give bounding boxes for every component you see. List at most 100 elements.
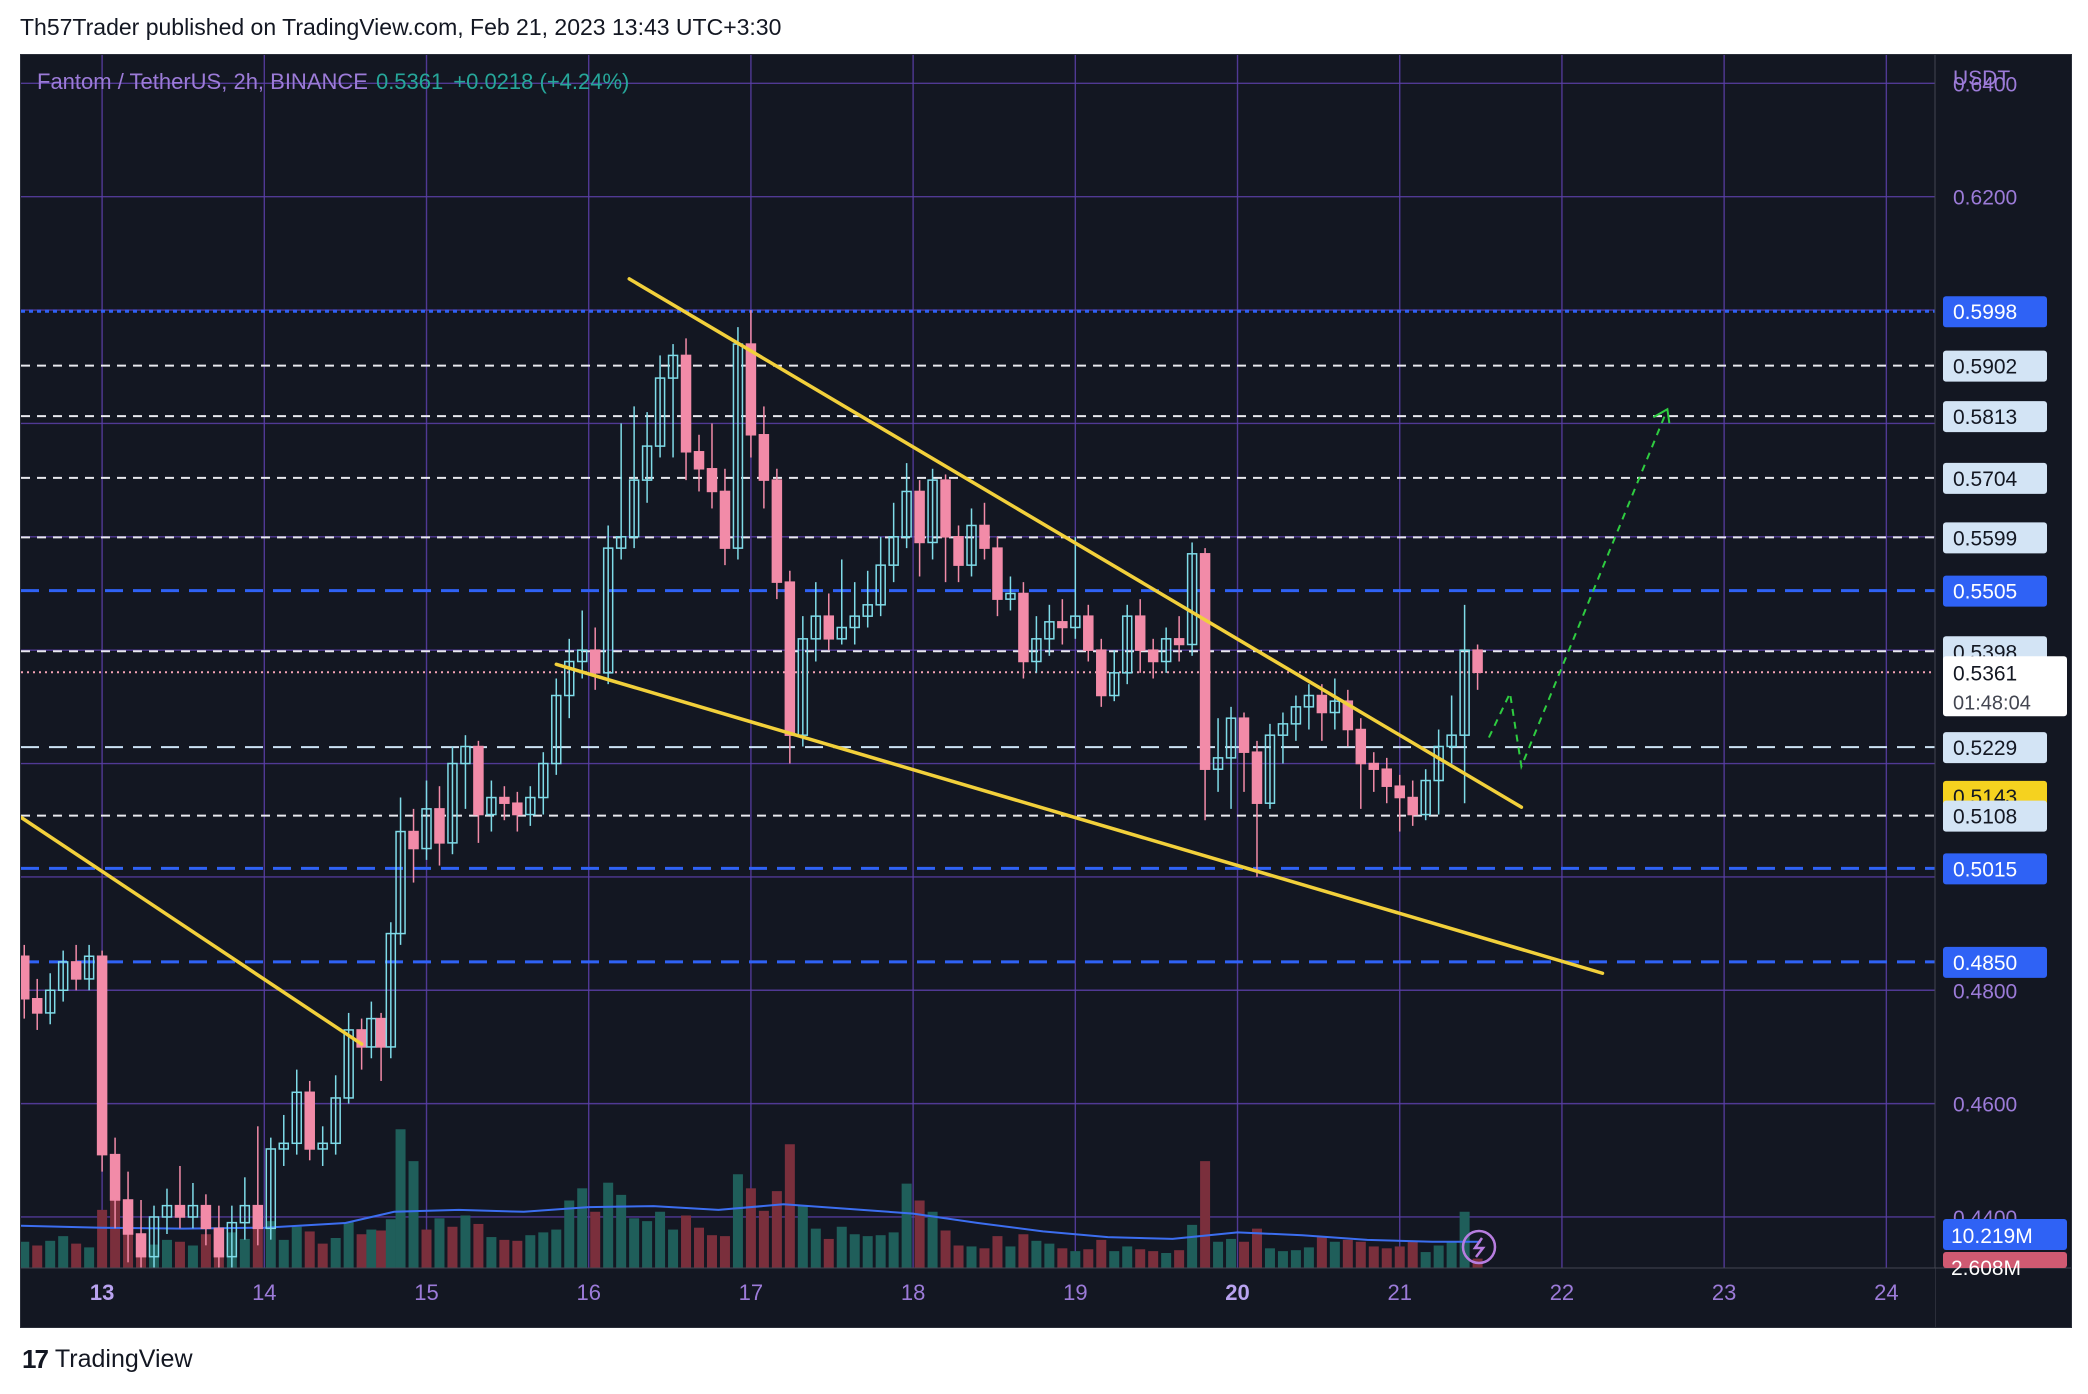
candle-body-89	[1160, 638, 1172, 663]
volume-bar-1	[32, 1245, 43, 1268]
candle-body-2	[44, 989, 56, 1014]
grid-lines	[21, 55, 2071, 1327]
y-tick-0.6200: 0.6200	[1953, 187, 2017, 210]
candle-body-83	[1083, 615, 1094, 651]
volume-bar-59	[771, 1191, 782, 1268]
candle-body-68	[888, 536, 899, 566]
volume-bar-57	[745, 1188, 756, 1268]
candle-body-96	[1251, 751, 1263, 804]
candle-body-110	[1433, 745, 1444, 782]
volume-bar-53	[694, 1227, 705, 1268]
volume-bar-22	[304, 1231, 315, 1268]
x-tick-13: 13	[90, 1280, 114, 1305]
candle-body-54	[706, 468, 718, 493]
volume-tag-1: 10.219M	[1951, 1225, 2033, 1248]
candle-body-40	[525, 796, 536, 816]
volume-ma-line	[21, 1203, 1481, 1243]
candle-body-86	[1121, 615, 1133, 674]
time-axis[interactable]: 13 14 15 16 17 18 19 20 21 22 23 24	[21, 1267, 2071, 1327]
volume-bar-64	[836, 1226, 847, 1268]
candle-body-14	[200, 1204, 212, 1230]
candle-body-58	[758, 434, 770, 481]
volume-bar-30	[395, 1129, 406, 1268]
volume-bar-77	[1005, 1246, 1016, 1268]
candle-body-66	[862, 604, 873, 617]
lightning-icon	[1461, 1229, 1497, 1265]
candle-body-41	[538, 762, 549, 799]
candle-body-4	[70, 961, 82, 980]
candle-body-36	[473, 745, 484, 816]
time-axis-background	[21, 1268, 1935, 1327]
volume-bar-92	[1200, 1161, 1211, 1268]
volume-bar-78	[1018, 1234, 1029, 1268]
candle-body-51	[667, 354, 679, 379]
volume-tag-bg-1	[1943, 1219, 2067, 1250]
volume-bar-13	[187, 1245, 198, 1268]
x-tick-15: 15	[414, 1280, 438, 1305]
projection-arrowhead	[1652, 407, 1671, 424]
publish-info: Th57Trader published on TradingView.com,…	[20, 14, 782, 40]
symbol-title: Fantom / TetherUS, 2h, BINANCE	[37, 69, 368, 94]
candle-body-103	[1342, 700, 1354, 731]
price-tag-bg-0.5813	[1943, 401, 2047, 433]
candle-body-105	[1368, 762, 1380, 770]
tradingview-brand: TradingView	[54, 1345, 193, 1373]
volume-bar-18	[252, 1227, 263, 1268]
x-tick-22: 22	[1550, 1280, 1574, 1305]
candle-body-84	[1096, 649, 1107, 697]
candle-body-42	[551, 694, 562, 765]
candle-body-8	[122, 1199, 134, 1235]
x-tick-24: 24	[1874, 1280, 1898, 1305]
candle-body-97	[1264, 734, 1276, 804]
candle-body-7	[109, 1153, 121, 1201]
volume-bar-103	[1342, 1239, 1353, 1268]
volume-bars	[21, 1129, 1483, 1268]
volume-bar-4	[71, 1243, 82, 1268]
volume-moving-average	[21, 1203, 1481, 1243]
candle-body-46	[602, 547, 614, 674]
chart-panel[interactable]: USDT 0.6400 0.6200 0.4800 0.4600 0.4400 13 14 1…	[20, 54, 2072, 1328]
tradingview-logo[interactable]: 17 TradingView	[22, 1344, 193, 1375]
volume-bar-68	[888, 1232, 899, 1268]
symbol-legend[interactable]: Fantom / TetherUS, 2h, BINANCE 0.5361 +0.0…	[37, 69, 629, 95]
candle-body-72	[940, 479, 951, 538]
price-tag-0.5229: 0.5229	[1953, 737, 2017, 760]
candlesticks	[21, 310, 1483, 1274]
candle-body-18	[252, 1204, 264, 1230]
candle-body-25	[343, 1029, 354, 1099]
volume-bar-85	[1109, 1251, 1120, 1268]
volume-bar-65	[849, 1234, 860, 1268]
candle-body-3	[57, 961, 69, 992]
volume-bar-42	[551, 1229, 562, 1268]
volume-bar-102	[1329, 1241, 1340, 1268]
price-tag-0.5902: 0.5902	[1953, 356, 2017, 379]
candle-body-112	[1459, 649, 1470, 736]
trendlines	[21, 277, 1605, 1046]
x-tick-20: 20	[1225, 1280, 1249, 1305]
candle-body-52	[680, 354, 692, 453]
volume-bar-7	[110, 1198, 121, 1268]
volume-bar-107	[1394, 1246, 1405, 1268]
x-tick-21: 21	[1387, 1280, 1411, 1305]
volume-bar-20	[278, 1239, 289, 1268]
volume-bar-69	[901, 1183, 912, 1268]
volume-bar-24	[330, 1238, 341, 1268]
candle-body-109	[1420, 779, 1431, 816]
currency-label: USDT	[1953, 67, 2010, 90]
volume-bar-50	[655, 1211, 666, 1268]
volume-bar-71	[927, 1211, 938, 1268]
volume-bar-81	[1057, 1248, 1068, 1268]
volume-bar-63	[823, 1238, 834, 1268]
candle-body-6	[96, 955, 108, 1156]
candle-body-98	[1277, 723, 1289, 736]
candle-body-99	[1290, 706, 1302, 725]
candle-body-1	[31, 998, 43, 1014]
volume-bar-48	[629, 1218, 640, 1268]
candle-body-101	[1316, 694, 1328, 714]
volume-bar-75	[979, 1248, 990, 1268]
candle-body-95	[1238, 717, 1250, 753]
price-tag-bg-0.5108	[1943, 800, 2047, 832]
price-tag-0.5704: 0.5704	[1953, 468, 2018, 491]
x-tick-19: 19	[1063, 1280, 1087, 1305]
